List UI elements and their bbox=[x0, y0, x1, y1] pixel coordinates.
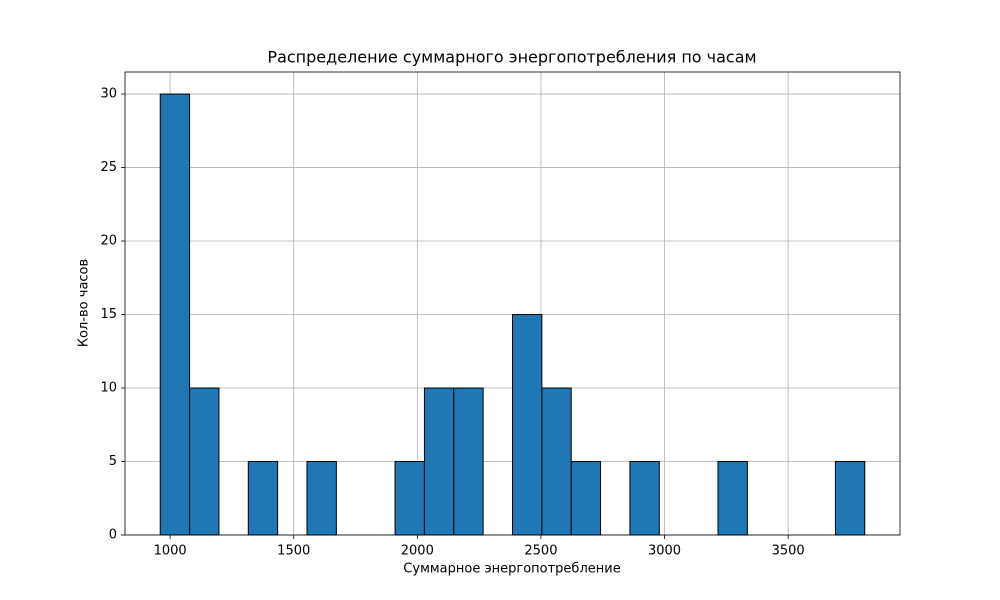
bar bbox=[247, 461, 279, 536]
bar bbox=[541, 387, 572, 536]
bar bbox=[717, 461, 748, 536]
y-axis-label: Кол-во часов bbox=[77, 259, 92, 347]
x-tick-label: 1500 bbox=[277, 544, 310, 559]
y-tick-label: 15 bbox=[100, 307, 117, 322]
y-tick-label: 20 bbox=[100, 234, 117, 249]
bar bbox=[306, 461, 337, 536]
bar bbox=[570, 461, 602, 536]
bar bbox=[189, 387, 220, 536]
x-tick-label: 1000 bbox=[154, 544, 187, 559]
y-tick-label: 25 bbox=[100, 160, 117, 175]
y-tick-label: 30 bbox=[100, 87, 117, 102]
y-tick-label: 5 bbox=[109, 454, 117, 469]
bar bbox=[453, 387, 484, 536]
bar bbox=[512, 314, 543, 536]
x-tick-label: 3000 bbox=[648, 544, 681, 559]
plot-frame bbox=[124, 71, 901, 536]
bar bbox=[629, 461, 660, 536]
bar bbox=[394, 461, 425, 536]
y-tick-label: 0 bbox=[109, 528, 117, 543]
x-tick-label: 2000 bbox=[401, 544, 434, 559]
bar bbox=[834, 461, 866, 536]
bar bbox=[159, 93, 191, 536]
x-tick-label: 2500 bbox=[524, 544, 557, 559]
x-tick-label: 3500 bbox=[772, 544, 805, 559]
x-axis-label: Суммарное энергопотребление bbox=[403, 562, 620, 577]
bar bbox=[423, 387, 455, 536]
chart-title: Распределение суммарного энергопотреблен… bbox=[267, 48, 756, 67]
y-tick-label: 10 bbox=[100, 381, 117, 396]
